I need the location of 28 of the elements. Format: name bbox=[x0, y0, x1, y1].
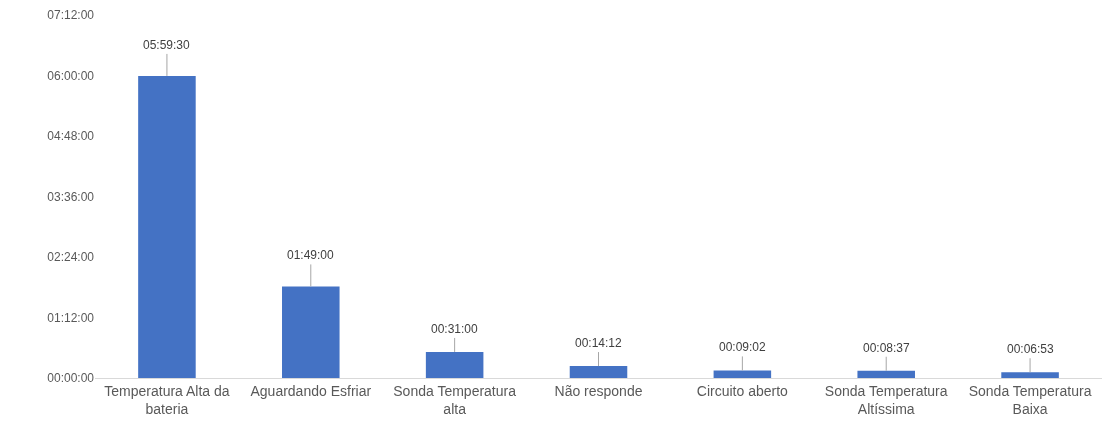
bar bbox=[857, 370, 915, 378]
x-tick-label: Sonda Temperatura alta bbox=[393, 382, 517, 417]
x-tick-label: Temperatura Alta da bateria bbox=[104, 382, 230, 417]
data-label: 00:09:02 bbox=[719, 340, 767, 354]
bar bbox=[1001, 372, 1059, 378]
x-tick-label: Aguardando Esfriar bbox=[250, 382, 372, 399]
x-tick-label: Sonda Temperatura Altíssima bbox=[824, 382, 948, 417]
y-tick-label: 03:36:00 bbox=[47, 189, 95, 204]
y-tick-label: 00:00:00 bbox=[47, 371, 95, 386]
bar bbox=[425, 351, 484, 378]
x-tick-label: Sonda Temperatura Baixa bbox=[968, 382, 1092, 417]
bar bbox=[138, 75, 196, 378]
x-tick-label: Circuito aberto bbox=[696, 382, 789, 399]
data-label: 00:31:00 bbox=[431, 322, 479, 336]
data-label: 05:59:30 bbox=[143, 38, 191, 52]
y-tick-label: 02:24:00 bbox=[47, 250, 95, 265]
y-tick-label: 01:12:00 bbox=[47, 310, 95, 325]
data-label: 00:14:12 bbox=[575, 336, 623, 350]
bar bbox=[569, 366, 628, 378]
data-label: 00:08:37 bbox=[863, 341, 911, 355]
data-label: 01:49:00 bbox=[287, 248, 335, 262]
bar bbox=[713, 370, 772, 378]
bar bbox=[282, 286, 340, 378]
y-tick-label: 07:12:00 bbox=[47, 8, 95, 23]
y-tick-label: 04:48:00 bbox=[47, 129, 95, 144]
x-tick-label: Não responde bbox=[554, 382, 643, 399]
data-label: 00:06:53 bbox=[1007, 342, 1055, 356]
y-tick-label: 06:00:00 bbox=[47, 68, 95, 83]
